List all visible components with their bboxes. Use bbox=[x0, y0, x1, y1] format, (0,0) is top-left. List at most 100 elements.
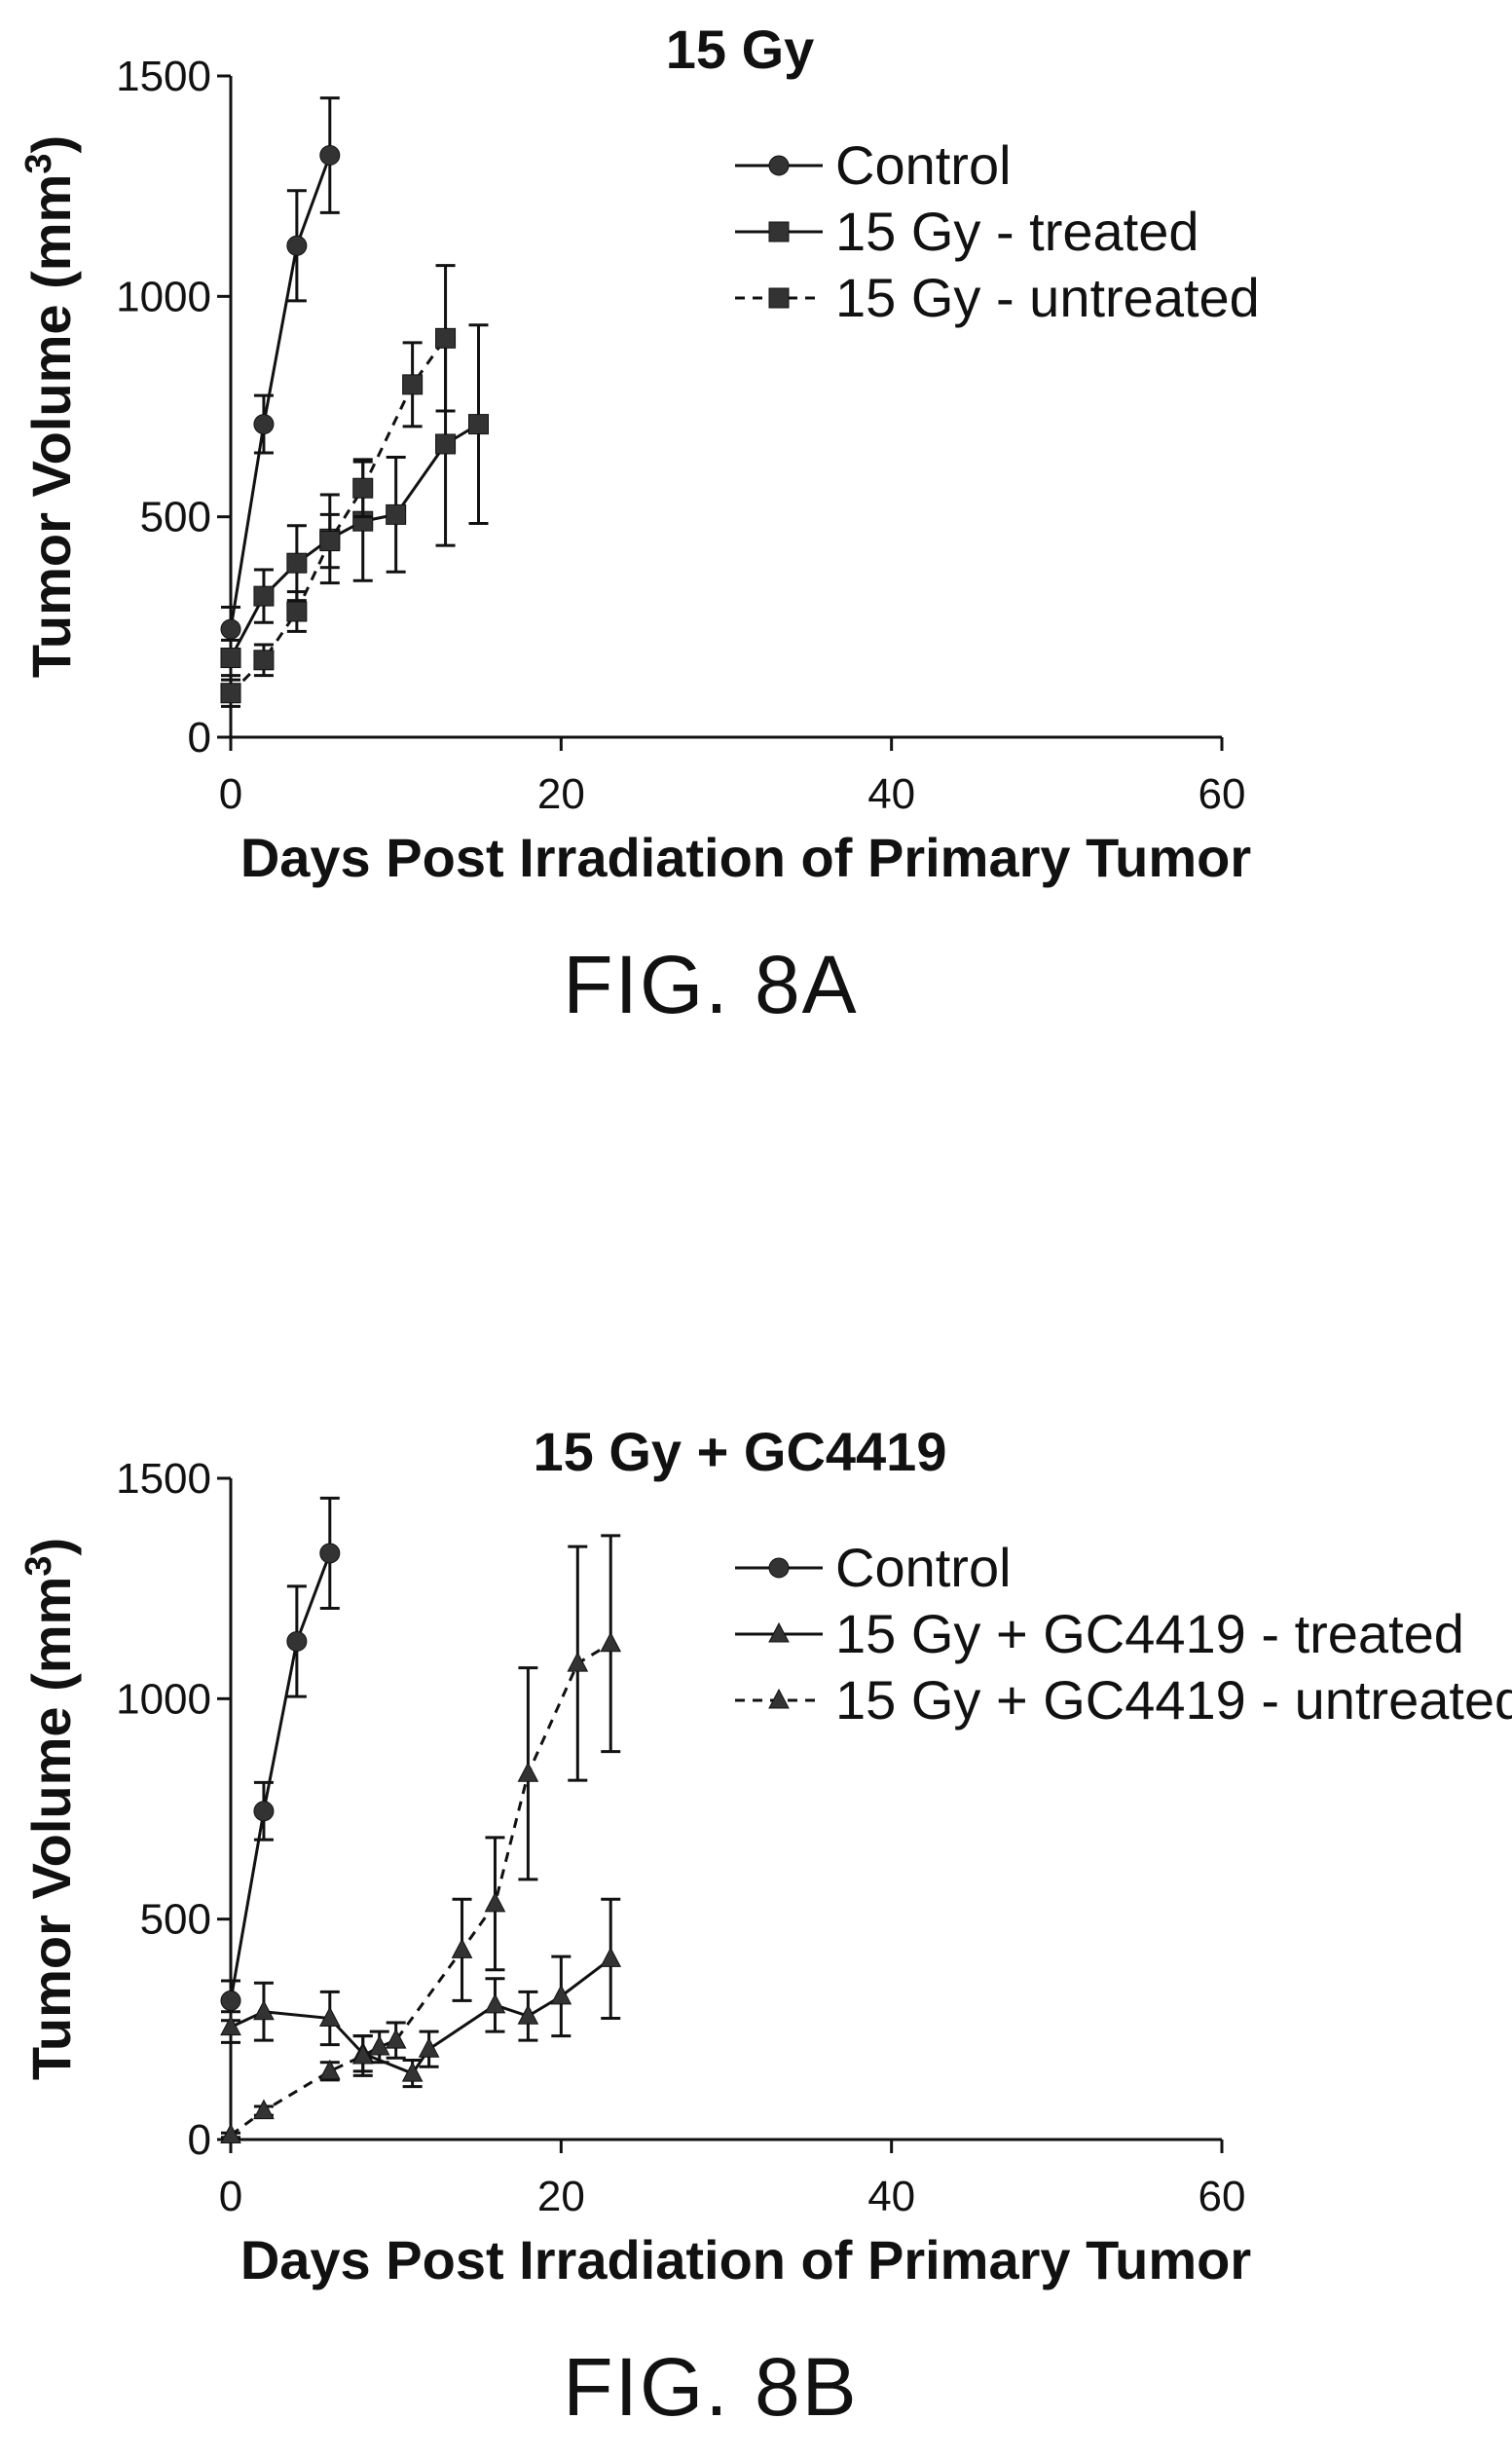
chart-title: 15 Gy bbox=[666, 19, 815, 80]
legend-label: 15 Gy + GC4419 - untreated bbox=[835, 1669, 1512, 1731]
x-axis-title: Days Post Irradiation of Primary Tumor bbox=[240, 2229, 1251, 2290]
legend-label: 15 Gy - untreated bbox=[835, 267, 1260, 328]
chart-svg: 15 Gy + GC4419 0 500 1000 1500 0 20 40 60 Days Po… bbox=[18, 1421, 1512, 2433]
y-axis-title-superscript: 3 bbox=[18, 154, 59, 174]
data-point bbox=[220, 1990, 241, 2011]
legend-label: 15 Gy - treated bbox=[835, 201, 1199, 262]
series-15-gy-untreated bbox=[220, 264, 457, 708]
legend-label: Control bbox=[835, 1537, 1012, 1598]
data-point bbox=[435, 327, 457, 349]
legend-marker bbox=[768, 221, 790, 242]
data-point bbox=[319, 1543, 341, 1564]
data-point bbox=[253, 414, 275, 435]
legend-entry-control: Control bbox=[735, 1537, 1012, 1598]
y-tick-label: 500 bbox=[140, 1896, 211, 1944]
data-point bbox=[286, 552, 308, 574]
series-15-gy-gc4419-untreated bbox=[220, 1534, 622, 2143]
data-point bbox=[550, 1984, 572, 2005]
data-point bbox=[484, 1992, 506, 2014]
data-point bbox=[468, 414, 489, 435]
data-point bbox=[451, 1938, 473, 1958]
data-point bbox=[220, 648, 241, 669]
x-tick-label: 0 bbox=[219, 770, 242, 818]
chart-panel-fig-8a: 15 Gy 0 500 1000 1500 0 20 40 60 Days Post Irradi… bbox=[0, 0, 1512, 1091]
data-point bbox=[253, 650, 275, 671]
legend-marker bbox=[768, 1557, 790, 1579]
legend-label: 15 Gy + GC4419 - treated bbox=[835, 1603, 1464, 1664]
x-tick-label: 40 bbox=[867, 2173, 915, 2220]
y-tick-label: 500 bbox=[140, 494, 211, 541]
data-point bbox=[286, 235, 308, 256]
data-point bbox=[253, 585, 275, 607]
data-point bbox=[319, 531, 341, 552]
data-point bbox=[319, 144, 341, 166]
chart-title: 15 Gy + GC4419 bbox=[534, 1421, 947, 1482]
y-axis-title-paren: ) bbox=[20, 135, 82, 154]
legend-entry-15-gy-untreated: 15 Gy - untreated bbox=[735, 267, 1260, 328]
legend-marker bbox=[768, 1688, 790, 1709]
legend-entry-15-gy-treated: 15 Gy - treated bbox=[735, 201, 1199, 262]
data-point bbox=[220, 683, 241, 704]
y-axis-title-paren: ) bbox=[20, 1538, 82, 1556]
x-tick-label: 40 bbox=[867, 770, 915, 818]
data-point bbox=[401, 2062, 424, 2082]
legend-entry-15-gy-gc4419-untreated: 15 Gy + GC4419 - untreated bbox=[735, 1669, 1512, 1731]
y-axis-title-text: Tumor Volume (mm bbox=[20, 1577, 82, 2081]
y-tick-label: 0 bbox=[188, 2116, 211, 2164]
y-axis-title-text: Tumor Volume (mm bbox=[20, 174, 82, 679]
y-tick-label: 1000 bbox=[116, 1675, 211, 1723]
data-point bbox=[253, 1801, 275, 1822]
legend-marker bbox=[768, 1621, 790, 1643]
data-point bbox=[517, 2004, 539, 2025]
y-tick-label: 1500 bbox=[116, 53, 211, 100]
x-tick-label: 0 bbox=[219, 2173, 242, 2220]
data-point bbox=[567, 1652, 589, 1672]
y-axis-title: Tumor Volume (mm3) bbox=[18, 1538, 82, 2080]
data-point bbox=[600, 1947, 622, 1967]
series-15-gy-gc4419-treated bbox=[220, 1897, 622, 2089]
data-point bbox=[484, 1891, 506, 1913]
data-point bbox=[286, 1630, 308, 1652]
data-point bbox=[253, 2099, 275, 2120]
legend-entry-15-gy-gc4419-treated: 15 Gy + GC4419 - treated bbox=[735, 1603, 1464, 1664]
chart-svg: 15 Gy 0 500 1000 1500 0 20 40 60 Days Post Irradi… bbox=[18, 19, 1260, 1030]
x-tick-label: 60 bbox=[1199, 770, 1246, 818]
series-line bbox=[229, 154, 332, 630]
x-tick-label: 20 bbox=[537, 2173, 585, 2220]
y-tick-label: 1000 bbox=[116, 273, 211, 320]
x-tick-label: 60 bbox=[1199, 2173, 1246, 2220]
y-tick-label: 1500 bbox=[116, 1455, 211, 1503]
data-point bbox=[352, 477, 374, 499]
data-point bbox=[368, 2034, 390, 2056]
data-point bbox=[220, 2015, 241, 2036]
x-axis-title: Days Post Irradiation of Primary Tumor bbox=[240, 827, 1251, 888]
series-control bbox=[220, 1496, 341, 2023]
data-point bbox=[402, 374, 424, 395]
data-point bbox=[351, 2043, 374, 2065]
data-point bbox=[435, 433, 457, 455]
data-point bbox=[385, 2029, 407, 2049]
y-axis-title-superscript: 3 bbox=[18, 1556, 59, 1577]
data-point bbox=[220, 618, 241, 640]
data-point bbox=[386, 503, 407, 525]
y-axis-title: Tumor Volume (mm3) bbox=[18, 135, 82, 678]
data-point bbox=[253, 1999, 275, 2021]
y-tick-label: 0 bbox=[188, 714, 211, 762]
data-point bbox=[318, 2059, 341, 2080]
legend-marker bbox=[768, 155, 790, 176]
figure-caption: FIG. 8B bbox=[563, 2341, 858, 2433]
series-line bbox=[229, 1552, 332, 2001]
legend-label: Control bbox=[835, 134, 1012, 196]
data-point bbox=[418, 2037, 440, 2058]
data-point bbox=[517, 1762, 539, 1782]
figure-caption: FIG. 8A bbox=[563, 939, 858, 1030]
legend-marker bbox=[768, 287, 790, 309]
chart-panel-fig-8b: 15 Gy + GC4419 0 500 1000 1500 0 20 40 60 Days Po… bbox=[0, 1402, 1512, 2457]
series-line bbox=[230, 1957, 612, 2075]
legend-entry-control: Control bbox=[735, 134, 1012, 196]
data-point bbox=[318, 2006, 341, 2028]
series-line bbox=[230, 1642, 612, 2137]
x-tick-label: 20 bbox=[537, 770, 585, 818]
data-point bbox=[220, 2123, 241, 2143]
data-point bbox=[600, 1631, 622, 1653]
